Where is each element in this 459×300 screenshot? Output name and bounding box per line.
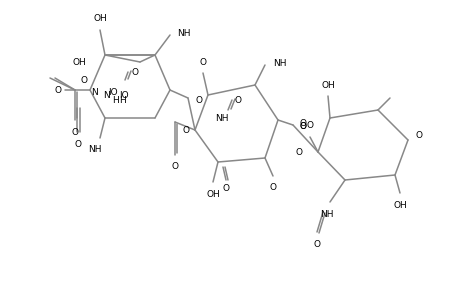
Text: OH: OH — [392, 201, 406, 210]
Text: O: O — [55, 85, 62, 94]
Text: O: O — [313, 240, 320, 249]
Text: O: O — [131, 68, 138, 76]
Text: O: O — [415, 130, 422, 140]
Text: O: O — [171, 162, 178, 171]
Text: N: N — [91, 88, 98, 97]
Text: O: O — [269, 183, 276, 192]
Text: O: O — [196, 95, 202, 104]
Text: NH: NH — [319, 210, 333, 219]
Text: IO: IO — [108, 88, 118, 97]
Text: OH: OH — [320, 81, 334, 90]
Text: OH: OH — [93, 14, 106, 23]
Text: N: N — [103, 91, 110, 100]
Text: NH: NH — [215, 113, 228, 122]
Text: H: H — [119, 95, 125, 104]
Text: OH: OH — [72, 58, 86, 67]
Text: O: O — [199, 58, 206, 67]
Text: O: O — [74, 140, 81, 149]
Text: O: O — [299, 122, 306, 130]
Text: O: O — [71, 128, 78, 137]
Text: O: O — [295, 148, 302, 157]
Text: O: O — [222, 184, 229, 193]
Text: NH: NH — [272, 58, 286, 68]
Text: IO: IO — [119, 91, 129, 100]
Text: NH: NH — [88, 145, 101, 154]
Text: O: O — [81, 76, 88, 85]
Text: O: O — [299, 122, 306, 130]
Text: O: O — [183, 125, 190, 134]
Text: O: O — [299, 118, 306, 127]
Text: NH: NH — [177, 28, 190, 38]
Text: OH: OH — [206, 190, 219, 199]
Text: O: O — [306, 121, 313, 130]
Text: H: H — [112, 95, 118, 104]
Text: O: O — [234, 95, 241, 104]
